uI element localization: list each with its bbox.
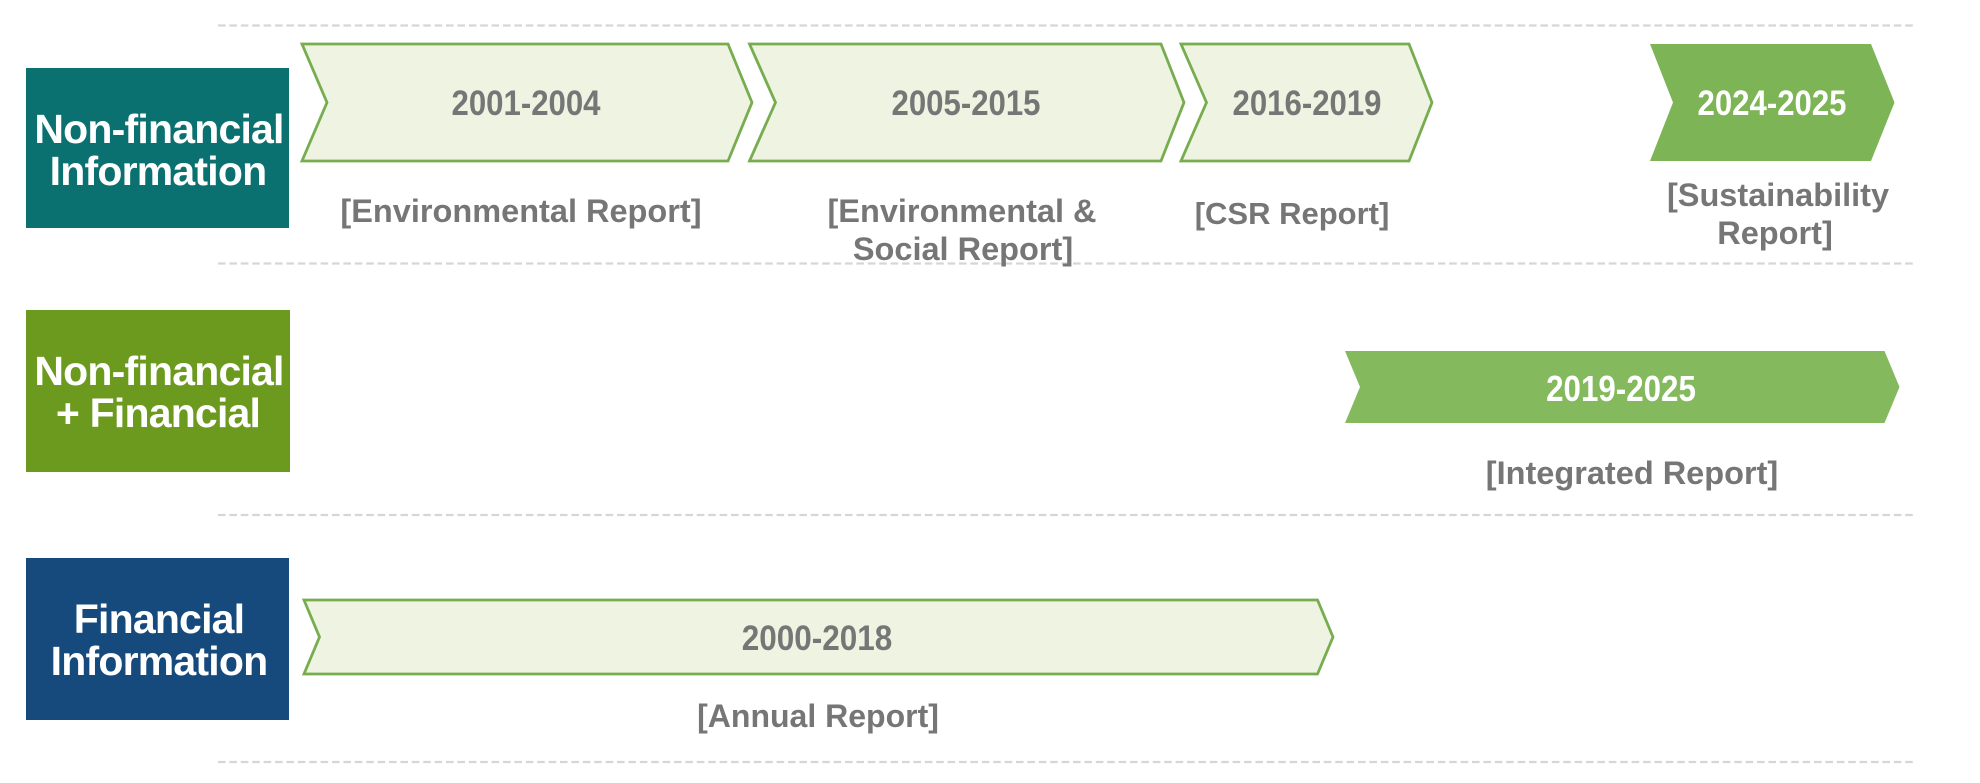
- svg-text:Non-financial: Non-financial: [34, 106, 283, 152]
- svg-text:+ Financial: + Financial: [56, 390, 260, 436]
- svg-text:[CSR Report]: [CSR Report]: [1195, 196, 1390, 231]
- svg-text:2005-2015: 2005-2015: [892, 84, 1041, 123]
- svg-text:Report]: Report]: [1717, 215, 1833, 251]
- svg-text:[Sustainability: [Sustainability: [1667, 177, 1889, 213]
- svg-text:[Annual Report]: [Annual Report]: [697, 698, 939, 734]
- svg-text:Non-financial: Non-financial: [34, 348, 283, 394]
- svg-text:2000-2018: 2000-2018: [742, 620, 893, 659]
- svg-text:2024-2025: 2024-2025: [1698, 84, 1847, 123]
- svg-text:[Environmental Report]: [Environmental Report]: [340, 193, 701, 229]
- svg-text:Financial: Financial: [74, 596, 245, 642]
- svg-text:2001-2004: 2001-2004: [452, 84, 601, 123]
- svg-text:[Environmental &: [Environmental &: [827, 193, 1096, 229]
- svg-text:2016-2019: 2016-2019: [1233, 84, 1382, 123]
- svg-text:[Integrated Report]: [Integrated Report]: [1486, 455, 1779, 491]
- svg-text:Social Report]: Social Report]: [853, 231, 1073, 267]
- svg-text:2019-2025: 2019-2025: [1546, 369, 1696, 410]
- svg-text:Information: Information: [50, 148, 267, 194]
- svg-text:Information: Information: [51, 638, 268, 684]
